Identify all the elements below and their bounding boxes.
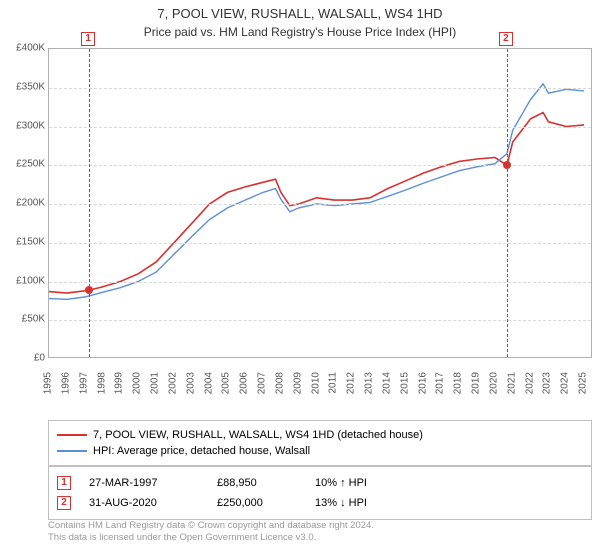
y-gridline — [49, 320, 591, 321]
x-tick-label: 2009 — [292, 372, 303, 394]
y-gridline — [49, 282, 591, 283]
y-gridline — [49, 204, 591, 205]
marker-vline-1 — [89, 49, 90, 357]
y-tick-label: £350K — [16, 81, 45, 92]
annotation-num: 2 — [57, 496, 71, 510]
legend-item: HPI: Average price, detached house, Wals… — [57, 443, 583, 459]
x-tick-label: 2017 — [435, 372, 446, 394]
x-tick-label: 2000 — [132, 372, 143, 394]
x-tick-label: 2018 — [453, 372, 464, 394]
y-tick-label: £150K — [16, 236, 45, 247]
plot-area — [48, 48, 592, 358]
annotation-row: 2 31-AUG-2020 £250,000 13% ↓ HPI — [57, 493, 583, 513]
marker-dot-2 — [503, 161, 511, 169]
annotation-date: 27-MAR-1997 — [89, 477, 199, 489]
x-tick-label: 2021 — [506, 372, 517, 394]
legend-label: HPI: Average price, detached house, Wals… — [93, 445, 310, 457]
annotation-diff: 13% ↓ HPI — [315, 497, 425, 509]
y-tick-label: £300K — [16, 120, 45, 131]
y-tick-label: £0 — [34, 353, 45, 364]
x-tick-label: 2001 — [150, 372, 161, 394]
x-tick-label: 2014 — [381, 372, 392, 394]
y-tick-label: £100K — [16, 275, 45, 286]
annotation-row: 1 27-MAR-1997 £88,950 10% ↑ HPI — [57, 473, 583, 493]
marker-box-1: 1 — [81, 32, 95, 46]
series-line-price_paid — [49, 113, 584, 294]
x-tick-label: 1996 — [60, 372, 71, 394]
x-tick-label: 2011 — [328, 372, 339, 394]
annotation-date: 31-AUG-2020 — [89, 497, 199, 509]
annotation-diff: 10% ↑ HPI — [315, 477, 425, 489]
y-tick-label: £250K — [16, 159, 45, 170]
annotation-num: 1 — [57, 476, 71, 490]
x-tick-label: 2013 — [364, 372, 375, 394]
x-tick-label: 2007 — [257, 372, 268, 394]
chart-area: £0 £50K £100K £150K £200K £250K £300K £350K £400… — [0, 42, 600, 412]
annotation-price: £88,950 — [217, 477, 297, 489]
x-tick-label: 2022 — [524, 372, 535, 394]
x-tick-label: 2019 — [471, 372, 482, 394]
x-tick-label: 2025 — [578, 372, 589, 394]
footer-line-1: Contains HM Land Registry data © Crown c… — [48, 520, 592, 532]
legend-swatch — [57, 450, 87, 452]
y-tick-label: £400K — [16, 43, 45, 54]
footer-text: Contains HM Land Registry data © Crown c… — [48, 520, 592, 545]
x-tick-label: 1995 — [43, 372, 54, 394]
chart-container: 7, POOL VIEW, RUSHALL, WALSALL, WS4 1HD … — [0, 0, 600, 560]
y-tick-label: £200K — [16, 198, 45, 209]
page-title: 7, POOL VIEW, RUSHALL, WALSALL, WS4 1HD — [0, 0, 600, 23]
y-gridline — [49, 88, 591, 89]
x-tick-label: 1997 — [78, 372, 89, 394]
x-tick-label: 2004 — [203, 372, 214, 394]
x-tick-label: 2024 — [560, 372, 571, 394]
x-tick-label: 1998 — [96, 372, 107, 394]
y-gridline — [49, 243, 591, 244]
x-tick-label: 2015 — [399, 372, 410, 394]
x-tick-label: 1999 — [114, 372, 125, 394]
x-tick-label: 2012 — [346, 372, 357, 394]
legend: 7, POOL VIEW, RUSHALL, WALSALL, WS4 1HD … — [48, 420, 592, 466]
legend-label: 7, POOL VIEW, RUSHALL, WALSALL, WS4 1HD … — [93, 429, 423, 441]
x-tick-label: 2003 — [185, 372, 196, 394]
y-tick-label: £50K — [22, 314, 45, 325]
legend-item: 7, POOL VIEW, RUSHALL, WALSALL, WS4 1HD … — [57, 427, 583, 443]
annotation-table: 1 27-MAR-1997 £88,950 10% ↑ HPI 2 31-AUG-2020… — [48, 466, 592, 520]
footer-line-2: This data is licensed under the Open Gov… — [48, 532, 592, 544]
x-tick-label: 2016 — [417, 372, 428, 394]
marker-vline-2 — [507, 49, 508, 357]
series-line-hpi — [49, 84, 584, 299]
x-tick-label: 2005 — [221, 372, 232, 394]
x-tick-label: 2008 — [274, 372, 285, 394]
x-tick-label: 2020 — [488, 372, 499, 394]
annotation-price: £250,000 — [217, 497, 297, 509]
x-tick-label: 2010 — [310, 372, 321, 394]
marker-box-2: 2 — [499, 32, 513, 46]
y-gridline — [49, 127, 591, 128]
x-tick-label: 2006 — [239, 372, 250, 394]
marker-dot-1 — [85, 286, 93, 294]
x-tick-label: 2023 — [542, 372, 553, 394]
x-tick-label: 2002 — [167, 372, 178, 394]
legend-swatch — [57, 434, 87, 436]
